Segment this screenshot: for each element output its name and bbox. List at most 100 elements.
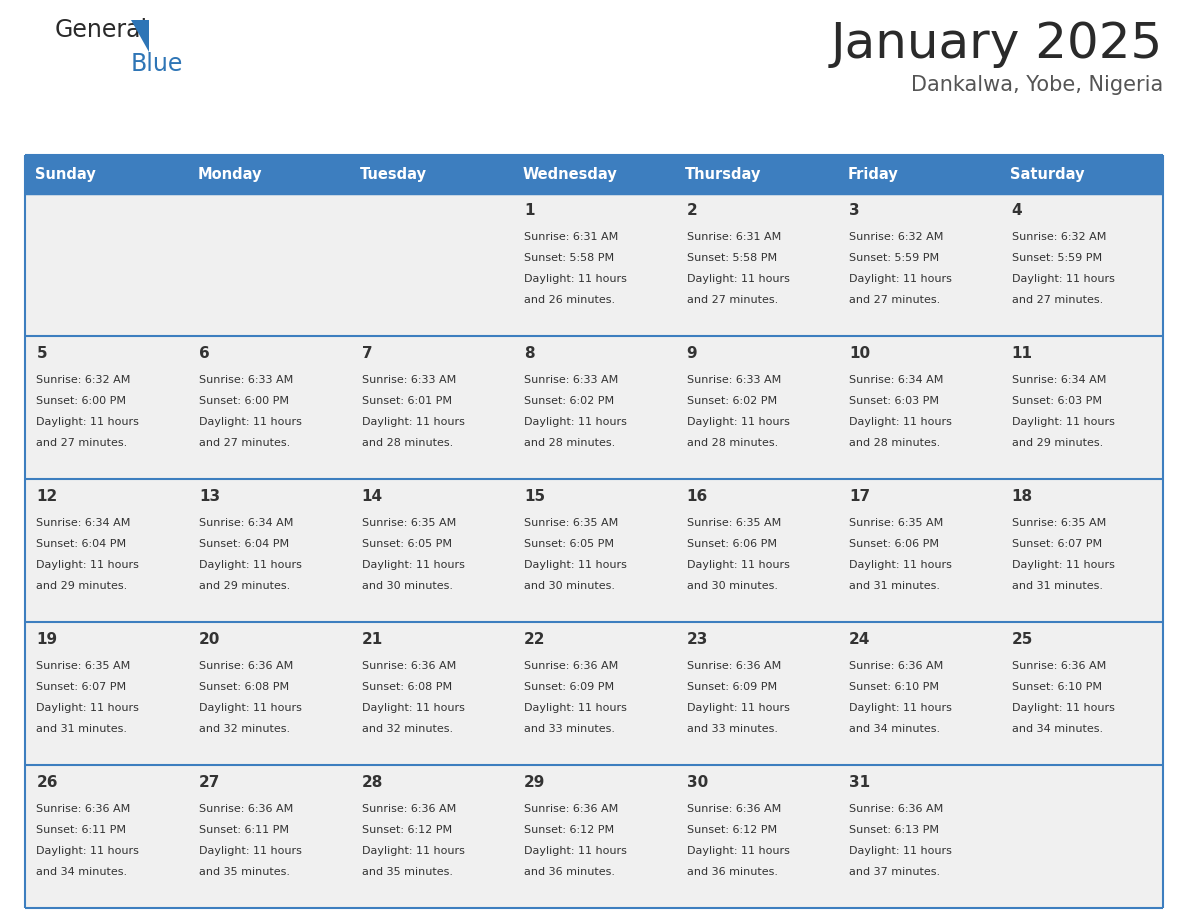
Bar [350, 622, 513, 765]
Text: and 34 minutes.: and 34 minutes. [37, 868, 127, 877]
Text: General: General [55, 18, 148, 42]
Text: 20: 20 [198, 632, 220, 647]
Bar [838, 336, 1000, 479]
Text: and 27 minutes.: and 27 minutes. [849, 295, 941, 305]
Text: Sunrise: 6:36 AM: Sunrise: 6:36 AM [524, 803, 618, 813]
Text: and 32 minutes.: and 32 minutes. [198, 724, 290, 734]
Bar [350, 155, 513, 193]
Text: Saturday: Saturday [1010, 166, 1085, 182]
Text: and 35 minutes.: and 35 minutes. [361, 868, 453, 877]
Text: Sunrise: 6:35 AM: Sunrise: 6:35 AM [1012, 518, 1106, 528]
Text: Daylight: 11 hours: Daylight: 11 hours [37, 703, 139, 713]
Bar [350, 479, 513, 622]
Bar [25, 155, 188, 193]
Bar [350, 193, 513, 336]
Text: 29: 29 [524, 775, 545, 790]
Bar [25, 765, 188, 908]
Text: and 33 minutes.: and 33 minutes. [524, 724, 615, 734]
Text: and 28 minutes.: and 28 minutes. [849, 438, 941, 448]
Text: and 28 minutes.: and 28 minutes. [524, 438, 615, 448]
Text: 21: 21 [361, 632, 383, 647]
Text: Sunset: 6:11 PM: Sunset: 6:11 PM [37, 824, 126, 834]
Bar [1000, 622, 1163, 765]
Text: 4: 4 [1012, 203, 1023, 218]
Text: and 32 minutes.: and 32 minutes. [361, 724, 453, 734]
Text: Dankalwa, Yobe, Nigeria: Dankalwa, Yobe, Nigeria [911, 75, 1163, 95]
Bar [25, 622, 188, 765]
Text: Sunrise: 6:36 AM: Sunrise: 6:36 AM [687, 661, 781, 671]
Text: and 30 minutes.: and 30 minutes. [524, 581, 615, 591]
Bar [1000, 336, 1163, 479]
Bar [188, 336, 350, 479]
Text: 26: 26 [37, 775, 58, 790]
Text: Sunset: 5:58 PM: Sunset: 5:58 PM [524, 252, 614, 263]
Text: Tuesday: Tuesday [360, 166, 426, 182]
Bar [675, 155, 838, 193]
Text: and 27 minutes.: and 27 minutes. [37, 438, 127, 448]
Text: Daylight: 11 hours: Daylight: 11 hours [524, 846, 627, 856]
Text: Sunset: 6:00 PM: Sunset: 6:00 PM [37, 396, 126, 406]
Bar [513, 155, 675, 193]
Bar [838, 479, 1000, 622]
Text: Daylight: 11 hours: Daylight: 11 hours [361, 417, 465, 427]
Text: Daylight: 11 hours: Daylight: 11 hours [1012, 417, 1114, 427]
Text: Sunrise: 6:36 AM: Sunrise: 6:36 AM [1012, 661, 1106, 671]
Text: Sunset: 6:06 PM: Sunset: 6:06 PM [849, 539, 940, 549]
Text: Sunrise: 6:35 AM: Sunrise: 6:35 AM [687, 518, 781, 528]
Text: Sunday: Sunday [34, 166, 95, 182]
Text: and 29 minutes.: and 29 minutes. [1012, 438, 1104, 448]
Text: Daylight: 11 hours: Daylight: 11 hours [687, 560, 790, 570]
Bar [188, 765, 350, 908]
Text: and 27 minutes.: and 27 minutes. [198, 438, 290, 448]
Text: Thursday: Thursday [685, 166, 762, 182]
Text: Sunset: 6:13 PM: Sunset: 6:13 PM [849, 824, 940, 834]
Text: 8: 8 [524, 346, 535, 361]
Bar [838, 765, 1000, 908]
Text: 30: 30 [687, 775, 708, 790]
Text: and 29 minutes.: and 29 minutes. [37, 581, 127, 591]
Text: Daylight: 11 hours: Daylight: 11 hours [37, 846, 139, 856]
Text: Sunset: 5:59 PM: Sunset: 5:59 PM [1012, 252, 1102, 263]
Text: Sunrise: 6:32 AM: Sunrise: 6:32 AM [1012, 231, 1106, 241]
Text: 2: 2 [687, 203, 697, 218]
Text: Sunrise: 6:35 AM: Sunrise: 6:35 AM [849, 518, 943, 528]
Text: 31: 31 [849, 775, 871, 790]
Text: Daylight: 11 hours: Daylight: 11 hours [849, 703, 952, 713]
Text: Sunrise: 6:34 AM: Sunrise: 6:34 AM [37, 518, 131, 528]
Text: and 37 minutes.: and 37 minutes. [849, 868, 941, 877]
Bar [188, 479, 350, 622]
Text: and 27 minutes.: and 27 minutes. [687, 295, 778, 305]
Text: 18: 18 [1012, 489, 1032, 504]
Text: 13: 13 [198, 489, 220, 504]
Text: Daylight: 11 hours: Daylight: 11 hours [849, 560, 952, 570]
Text: Daylight: 11 hours: Daylight: 11 hours [1012, 703, 1114, 713]
Text: Daylight: 11 hours: Daylight: 11 hours [198, 560, 302, 570]
Text: Sunrise: 6:36 AM: Sunrise: 6:36 AM [361, 661, 456, 671]
Text: and 30 minutes.: and 30 minutes. [687, 581, 778, 591]
Text: Daylight: 11 hours: Daylight: 11 hours [198, 703, 302, 713]
Text: and 29 minutes.: and 29 minutes. [198, 581, 290, 591]
Bar [188, 193, 350, 336]
Text: Sunset: 6:09 PM: Sunset: 6:09 PM [687, 682, 777, 692]
Text: Daylight: 11 hours: Daylight: 11 hours [687, 274, 790, 284]
Text: Sunset: 6:03 PM: Sunset: 6:03 PM [849, 396, 940, 406]
Text: Daylight: 11 hours: Daylight: 11 hours [849, 417, 952, 427]
Text: Sunset: 6:01 PM: Sunset: 6:01 PM [361, 396, 451, 406]
Text: Sunrise: 6:36 AM: Sunrise: 6:36 AM [198, 661, 293, 671]
Text: and 34 minutes.: and 34 minutes. [1012, 724, 1102, 734]
Text: Blue: Blue [131, 52, 183, 76]
Text: and 26 minutes.: and 26 minutes. [524, 295, 615, 305]
Text: January 2025: January 2025 [830, 20, 1163, 68]
Text: Sunset: 6:07 PM: Sunset: 6:07 PM [37, 682, 126, 692]
Bar [675, 622, 838, 765]
Bar [513, 622, 675, 765]
Text: Sunset: 6:10 PM: Sunset: 6:10 PM [1012, 682, 1101, 692]
Bar [513, 479, 675, 622]
Text: Sunset: 6:03 PM: Sunset: 6:03 PM [1012, 396, 1101, 406]
Text: Sunset: 6:02 PM: Sunset: 6:02 PM [524, 396, 614, 406]
Text: and 35 minutes.: and 35 minutes. [198, 868, 290, 877]
Text: Sunrise: 6:36 AM: Sunrise: 6:36 AM [687, 803, 781, 813]
Bar [25, 336, 188, 479]
Text: Daylight: 11 hours: Daylight: 11 hours [37, 560, 139, 570]
Text: Sunset: 6:08 PM: Sunset: 6:08 PM [361, 682, 451, 692]
